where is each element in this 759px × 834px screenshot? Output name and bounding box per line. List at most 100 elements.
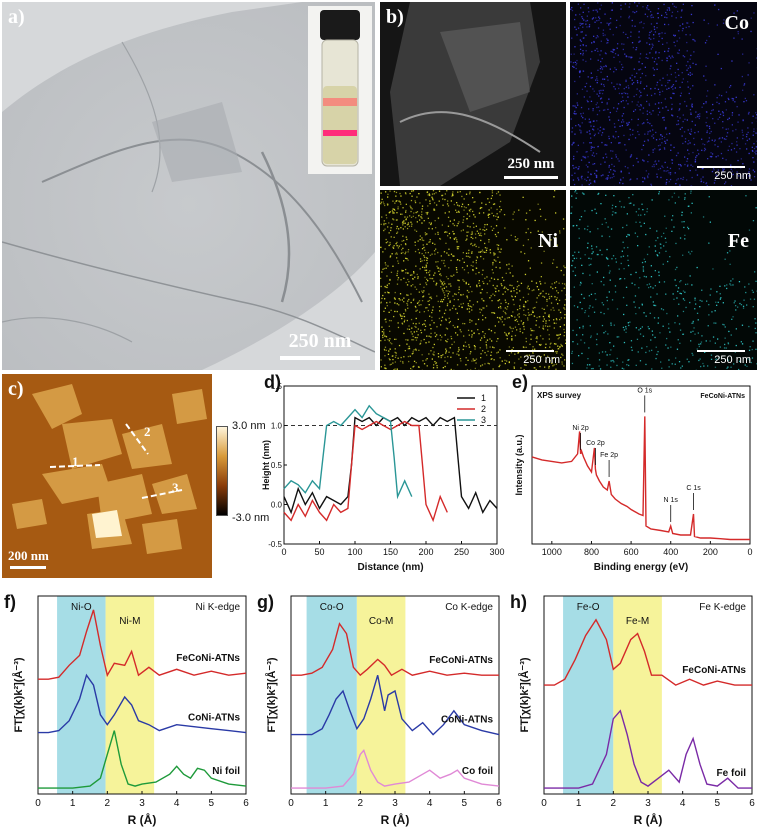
map-dot <box>752 220 755 222</box>
map-dot <box>428 304 430 306</box>
map-dot <box>450 356 452 358</box>
map-dot <box>668 172 670 174</box>
map-dot <box>433 364 435 366</box>
map-dot <box>634 76 636 78</box>
map-dot <box>550 302 553 304</box>
map-dot <box>435 261 437 263</box>
map-dot <box>727 342 729 344</box>
map-dot <box>607 308 609 310</box>
map-dot <box>590 77 592 79</box>
map-dot <box>433 250 436 252</box>
map-dot <box>572 105 574 107</box>
map-dot <box>621 125 623 127</box>
map-dot <box>590 149 592 152</box>
map-dot <box>607 265 610 267</box>
map-dot <box>590 368 593 370</box>
map-dot <box>742 163 744 165</box>
map-dot <box>689 72 691 74</box>
map-dot <box>726 287 728 290</box>
map-dot <box>415 348 417 350</box>
map-dot <box>738 281 741 283</box>
map-dot <box>743 299 745 301</box>
map-dot <box>399 192 401 195</box>
map-dot <box>578 71 581 73</box>
map-dot <box>425 257 428 259</box>
map-dot <box>671 196 673 198</box>
map-dot <box>590 100 593 102</box>
map-dot <box>555 322 557 324</box>
map-dot <box>463 209 465 211</box>
map-dot <box>493 254 495 256</box>
map-dot <box>412 190 415 192</box>
map-dot <box>476 230 478 232</box>
map-dot <box>481 249 484 251</box>
map-dot <box>593 41 595 43</box>
afm-line-label-3: 3 <box>172 480 179 495</box>
map-dot <box>493 312 496 314</box>
map-dot <box>425 283 428 286</box>
map-dot <box>579 70 581 72</box>
map-dot <box>634 137 637 139</box>
map-dot <box>456 269 458 271</box>
map-dot <box>496 218 498 221</box>
band-label-1: Fe-M <box>626 616 649 627</box>
map-dot <box>710 288 712 290</box>
map-dot <box>649 312 651 314</box>
map-dot <box>388 311 390 313</box>
map-dot <box>675 80 677 82</box>
panel-a: a) 250 nm <box>2 2 375 370</box>
map-dot <box>483 212 485 214</box>
map-dot <box>422 244 424 246</box>
map-dot <box>383 220 385 222</box>
map-dot <box>445 340 447 342</box>
map-dot <box>714 179 716 181</box>
map-dot <box>453 203 455 206</box>
map-dot <box>384 367 387 369</box>
map-dot <box>415 349 417 351</box>
map-dot <box>584 228 586 230</box>
map-dot <box>678 323 681 325</box>
map-dot <box>620 16 622 18</box>
map-dot <box>542 295 544 297</box>
map-dot <box>682 114 684 116</box>
map-dot <box>654 103 657 105</box>
map-dot <box>578 237 580 239</box>
map-dot <box>495 288 497 290</box>
map-dot <box>663 232 665 234</box>
map-dot <box>452 223 454 225</box>
map-dot <box>656 84 658 86</box>
map-dot <box>589 325 591 327</box>
map-dot <box>582 11 584 13</box>
map-dot <box>667 260 669 263</box>
map-dot <box>692 322 694 324</box>
map-dot <box>590 142 592 144</box>
map-dot <box>538 288 540 291</box>
map-dot <box>665 344 667 346</box>
map-dot <box>460 303 462 305</box>
map-dot <box>628 172 630 174</box>
map-dot <box>500 209 502 211</box>
map-dot <box>690 128 692 130</box>
map-dot <box>613 169 615 171</box>
map-dot <box>684 193 686 195</box>
map-dot <box>380 201 382 203</box>
map-dot <box>596 79 599 82</box>
map-dot <box>646 8 648 10</box>
map-dot <box>722 168 724 170</box>
map-dot <box>675 76 677 78</box>
map-dot <box>622 119 624 121</box>
map-dot <box>428 241 430 243</box>
map-dot <box>464 341 467 343</box>
map-dot <box>398 298 400 300</box>
map-dot <box>400 356 402 359</box>
map-dot <box>383 267 385 270</box>
map-dot <box>658 191 660 193</box>
map-dot <box>498 290 500 292</box>
map-dot <box>579 13 581 16</box>
map-dot <box>457 318 459 320</box>
map-dot <box>505 333 507 335</box>
map-dot <box>491 195 493 197</box>
map-dot <box>666 139 668 141</box>
map-dot <box>490 277 493 279</box>
map-dot <box>480 353 482 355</box>
